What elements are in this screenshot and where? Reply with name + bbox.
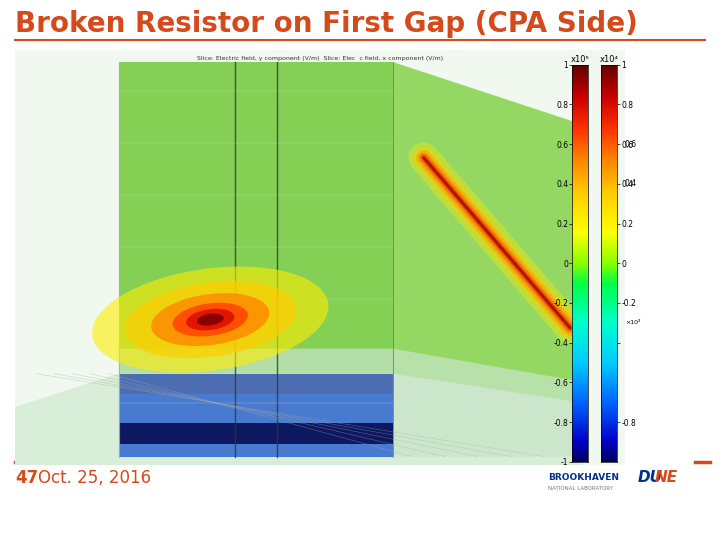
Polygon shape xyxy=(15,50,625,465)
Text: Affected
FC module: Affected FC module xyxy=(368,359,442,390)
Polygon shape xyxy=(119,423,393,444)
Ellipse shape xyxy=(197,314,224,326)
Text: NATIONAL LABORATORY: NATIONAL LABORATORY xyxy=(548,485,613,490)
Text: ×10²: ×10² xyxy=(625,320,641,325)
Title: x10⁴: x10⁴ xyxy=(600,55,618,64)
Ellipse shape xyxy=(186,309,235,330)
Ellipse shape xyxy=(173,303,248,336)
Text: Broken Resistor on First Gap (CPA Side): Broken Resistor on First Gap (CPA Side) xyxy=(15,10,638,38)
Text: NE: NE xyxy=(655,470,678,485)
Text: Oct. 25, 2016: Oct. 25, 2016 xyxy=(38,469,151,487)
Polygon shape xyxy=(119,349,582,457)
Polygon shape xyxy=(119,62,393,457)
Polygon shape xyxy=(119,394,393,457)
Text: 0.6: 0.6 xyxy=(625,140,637,149)
Ellipse shape xyxy=(125,281,296,358)
Text: APA: APA xyxy=(368,421,395,435)
Text: 47: 47 xyxy=(15,469,38,487)
Text: 0.4: 0.4 xyxy=(625,179,637,188)
Text: BROOKHAVEN: BROOKHAVEN xyxy=(548,474,619,483)
Polygon shape xyxy=(393,62,582,457)
Text: CPA: CPA xyxy=(28,203,55,217)
Ellipse shape xyxy=(151,293,269,346)
Polygon shape xyxy=(119,374,393,457)
Polygon shape xyxy=(15,374,582,465)
Ellipse shape xyxy=(92,267,328,373)
Text: DU: DU xyxy=(638,470,663,485)
Text: Slice: Electric field, y component (V/m)  Slice: Elec  c field, x component (V/m: Slice: Electric field, y component (V/m)… xyxy=(197,56,443,61)
Title: x10⁵: x10⁵ xyxy=(571,55,590,64)
